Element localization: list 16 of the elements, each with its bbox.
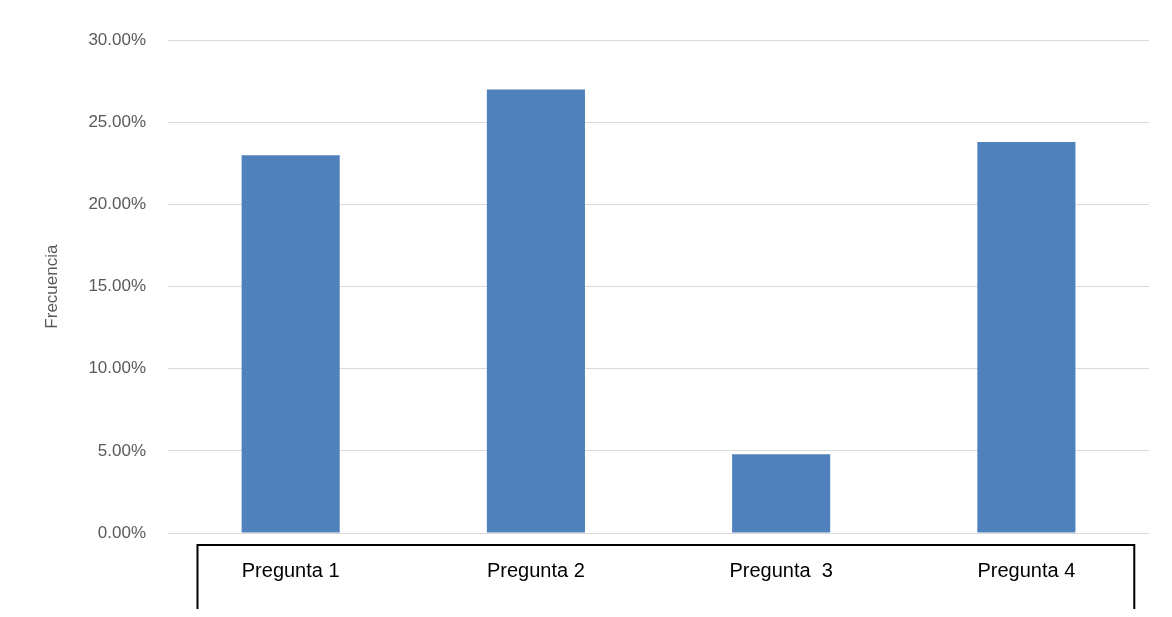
y-tick-label: 30.00% — [88, 29, 147, 49]
y-axis-title: Frecuencia — [41, 244, 61, 329]
bar — [732, 454, 831, 533]
x-tick-label: Pregunta 2 — [486, 558, 585, 581]
x-tick-label: Pregunta 3 — [729, 558, 833, 581]
y-tick-label: 20.00% — [88, 194, 147, 214]
y-tick-label: 5.00% — [97, 440, 147, 460]
y-tick-label: 15.00% — [88, 276, 147, 296]
y-tick-label: 25.00% — [88, 112, 147, 132]
x-tick-label: Pregunta 1 — [241, 558, 340, 581]
bar — [486, 89, 585, 533]
x-tick-label: Pregunta 4 — [977, 558, 1076, 581]
y-tick-label: 10.00% — [88, 358, 147, 378]
bar — [241, 155, 340, 533]
y-tick-label: 0.00% — [97, 522, 147, 542]
bar — [977, 142, 1076, 533]
